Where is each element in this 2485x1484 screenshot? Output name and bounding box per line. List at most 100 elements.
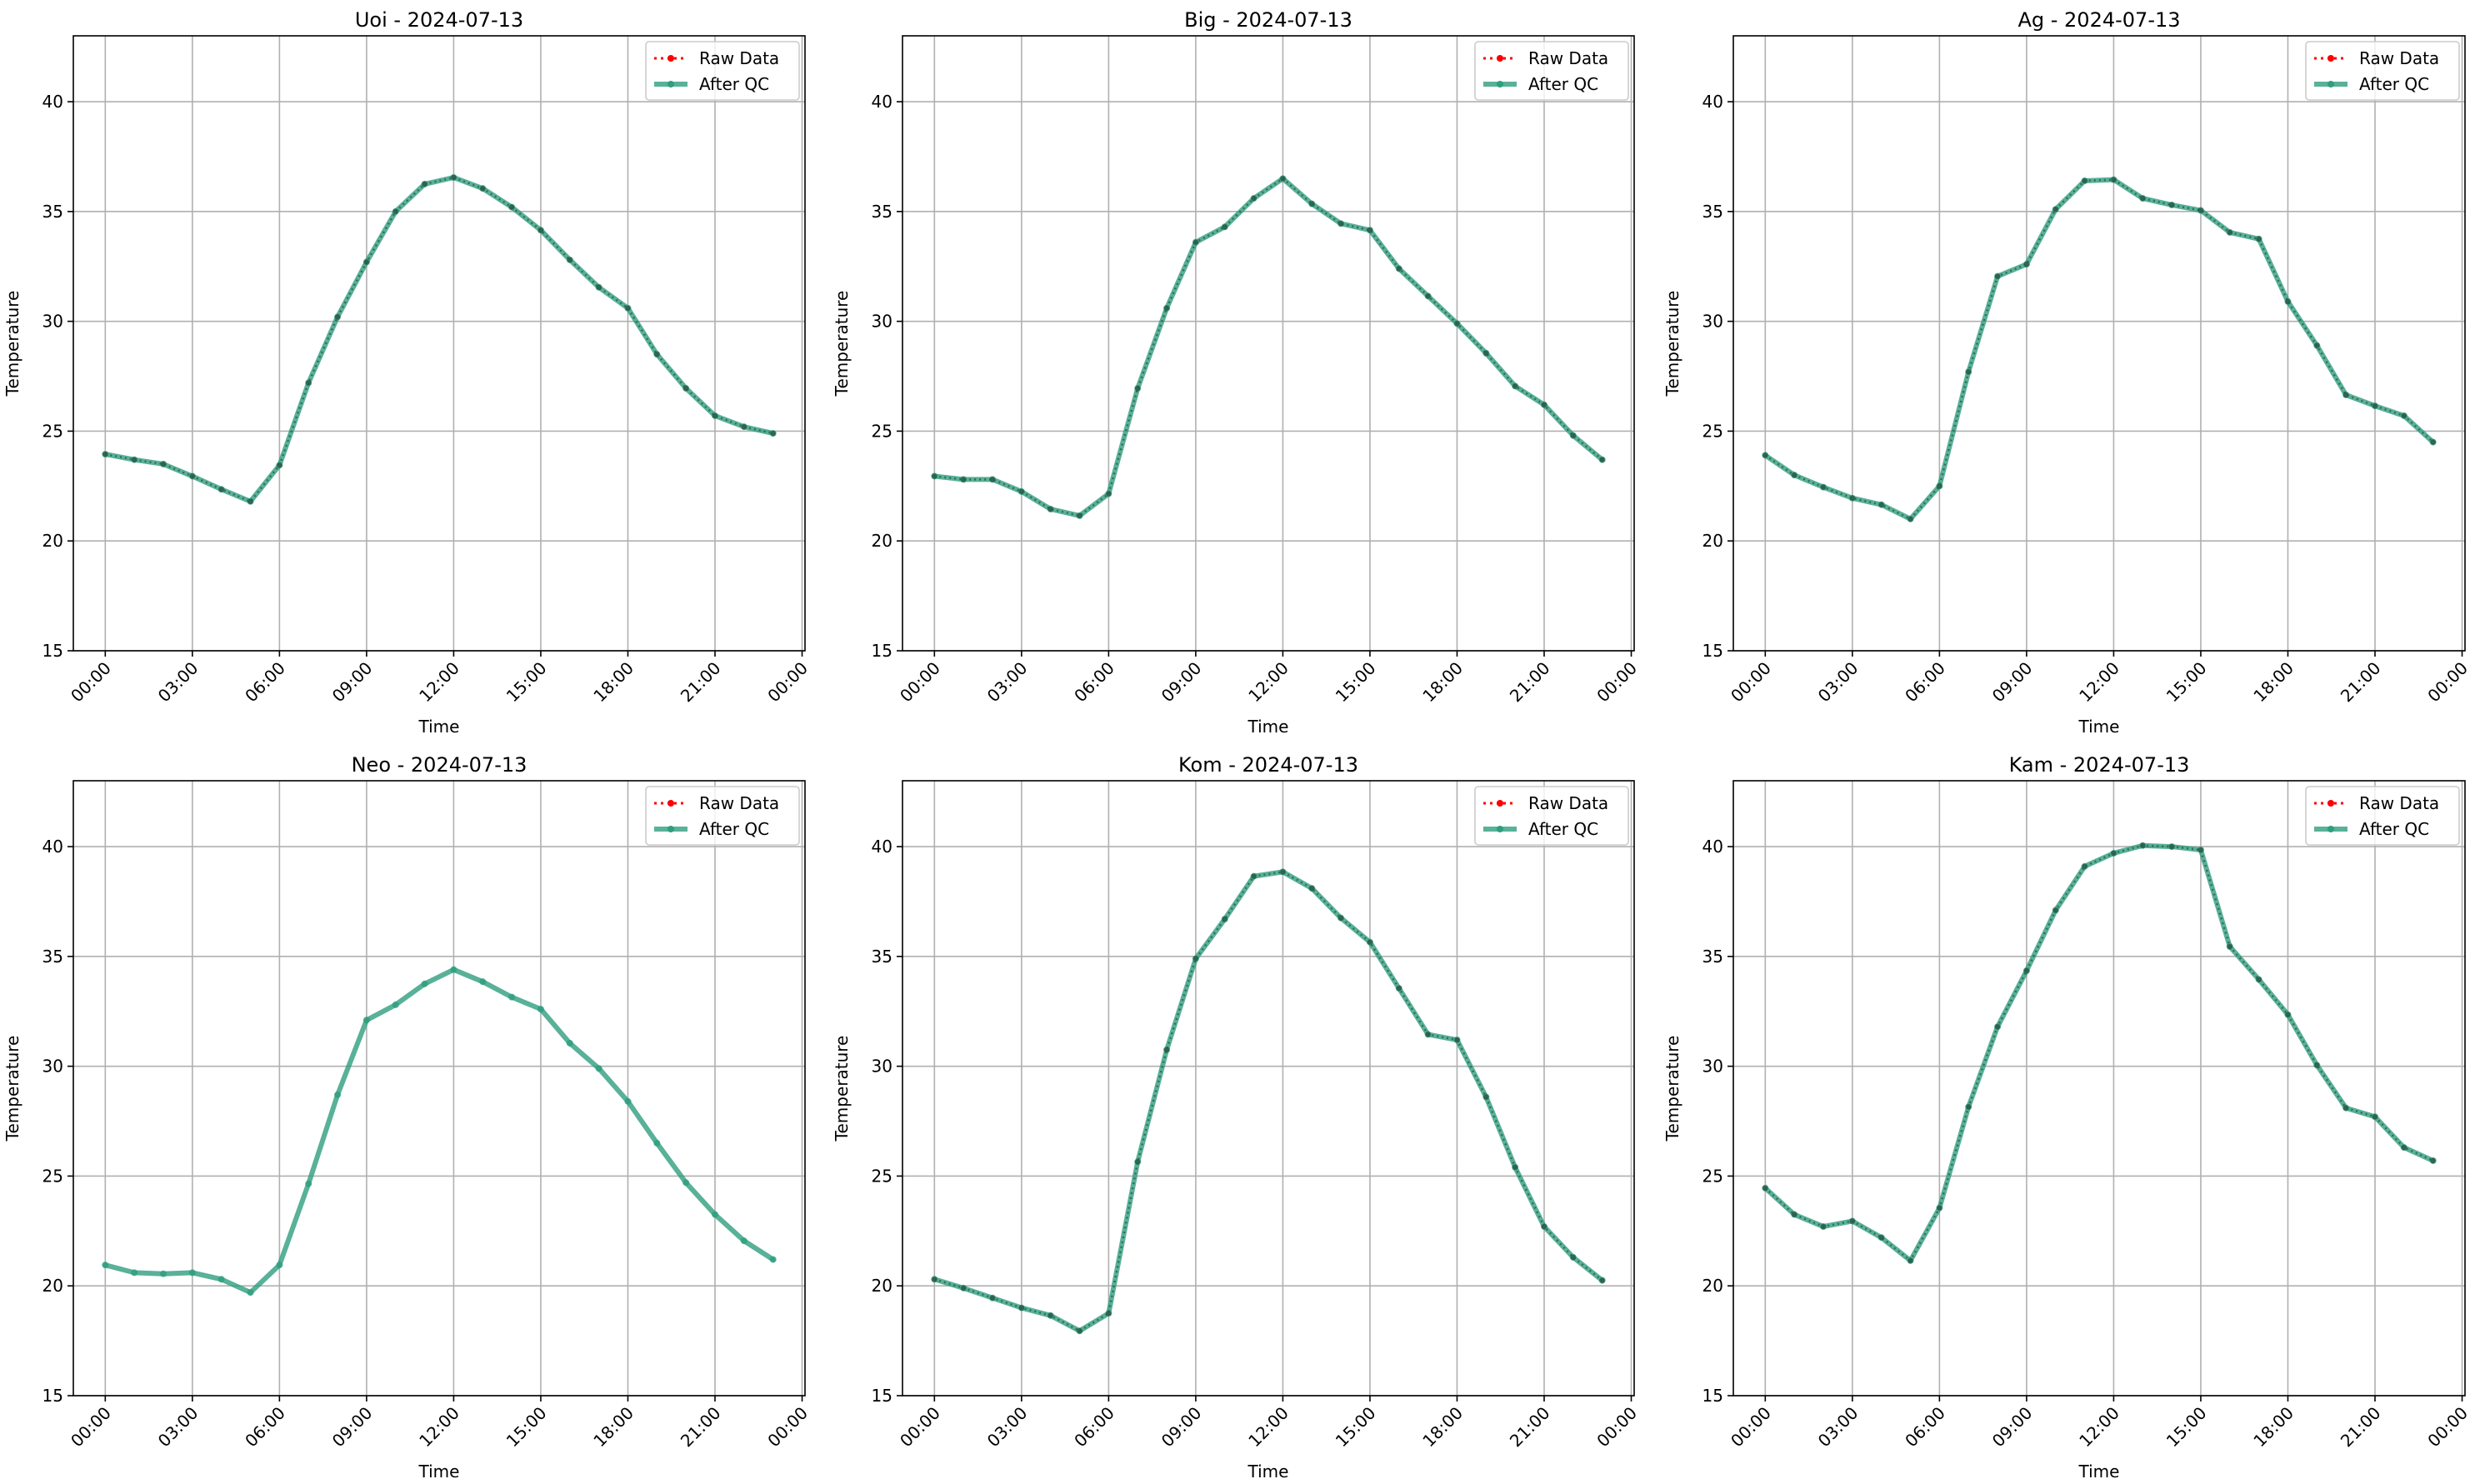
raw-data-point xyxy=(989,477,996,482)
legend: Raw Data After QC xyxy=(645,41,800,101)
legend-after-qc-marker xyxy=(2328,826,2334,832)
raw-data-point xyxy=(1599,1277,1605,1283)
raw-data-point xyxy=(2023,261,2030,267)
chart-panel-4: 15 20 25 30 35 40 00:00 03:00 06:00 09:00 12:00 15:… xyxy=(2,753,812,1482)
x-tick-label: 18:00 xyxy=(2249,1403,2298,1452)
legend: Raw Data After QC xyxy=(1474,786,1629,846)
x-tick-label: 00:00 xyxy=(1592,1403,1641,1452)
x-tick-label: 15:00 xyxy=(2162,658,2211,707)
x-tick-label: 06:00 xyxy=(1901,1403,1949,1452)
x-tick-label: 21:00 xyxy=(2337,1403,2385,1452)
raw-data-point xyxy=(2430,439,2436,445)
chart-panel-1: 15 20 25 30 35 40 00:00 03:00 06:00 09:00 12:00 15:… xyxy=(2,8,812,737)
raw-data-point xyxy=(1280,869,1286,875)
x-tick-label: 21:00 xyxy=(677,658,725,707)
x-axis-label: Time xyxy=(2078,717,2120,737)
x-tick-label: 15:00 xyxy=(2162,1403,2211,1452)
after-qc-point xyxy=(160,1270,168,1277)
raw-data-point xyxy=(1820,484,1827,490)
x-tick-label: 03:00 xyxy=(154,1403,202,1452)
series-line-after-qc xyxy=(932,176,1605,518)
raw-data-point xyxy=(1077,1328,1082,1334)
raw-data-point xyxy=(932,1277,938,1282)
legend-after-qc-marker xyxy=(2328,81,2334,87)
raw-data-point xyxy=(1849,495,1856,502)
y-tick-label: 30 xyxy=(1702,1057,1723,1077)
raw-data-point xyxy=(2314,342,2320,348)
raw-data-point xyxy=(392,208,398,215)
after-qc-point xyxy=(711,1211,718,1218)
raw-data-point xyxy=(508,204,515,210)
raw-data-point xyxy=(989,1295,996,1301)
raw-data-point xyxy=(567,257,572,263)
x-tick-label: 09:00 xyxy=(1988,658,2037,707)
after-qc-point xyxy=(334,1091,342,1098)
raw-data-point xyxy=(1192,239,1199,245)
raw-data-point xyxy=(1483,350,1489,357)
chart-panel-5: 15 20 25 30 35 40 00:00 03:00 06:00 09:00 12:00 15:… xyxy=(832,753,1641,1482)
raw-data-point xyxy=(682,385,689,392)
legend-raw-data-marker xyxy=(1497,55,1503,62)
raw-data-point xyxy=(189,473,196,479)
raw-data-point xyxy=(1541,402,1548,407)
raw-data-point xyxy=(363,259,370,265)
after-qc-point xyxy=(595,1065,602,1072)
raw-data-point xyxy=(248,498,253,504)
legend-after-qc-marker xyxy=(1497,81,1503,87)
raw-data-point xyxy=(480,185,486,192)
raw-data-point xyxy=(422,181,428,187)
y-tick-label: 35 xyxy=(42,202,63,222)
chart-panel-3: 15 20 25 30 35 40 00:00 03:00 06:00 09:00 12:00 15:… xyxy=(1662,8,2472,737)
raw-data-point xyxy=(1163,1047,1170,1053)
after-qc-point xyxy=(479,978,487,986)
y-tick-label: 25 xyxy=(872,421,892,441)
x-tick-label: 15:00 xyxy=(502,658,551,707)
raw-data-point xyxy=(2401,412,2408,419)
x-tick-label: 00:00 xyxy=(67,1403,115,1452)
legend-raw-data-marker xyxy=(668,55,674,62)
x-tick-label: 06:00 xyxy=(1070,1403,1118,1452)
x-tick-label: 03:00 xyxy=(1814,1403,1862,1452)
raw-data-point xyxy=(1762,1185,1768,1192)
legend-label-raw-data: Raw Data xyxy=(699,793,779,813)
y-tick-label: 25 xyxy=(872,1166,892,1186)
raw-data-point xyxy=(625,305,631,312)
raw-data-point xyxy=(2342,1105,2349,1111)
x-tick-label: 00:00 xyxy=(896,658,944,707)
x-axis-label: Time xyxy=(418,717,460,737)
y-tick-label: 30 xyxy=(42,1057,63,1077)
raw-data-point xyxy=(538,227,544,233)
y-tick-label: 15 xyxy=(872,1386,892,1406)
panel-title: Uoi - 2024-07-13 xyxy=(355,8,523,32)
series-line-after-qc xyxy=(102,175,776,504)
series-line-after-qc xyxy=(932,869,1605,1334)
series-line-raw-data xyxy=(105,176,773,503)
series-line-raw-data xyxy=(1764,844,2434,1262)
legend-raw-data-marker xyxy=(1497,800,1503,807)
raw-data-point xyxy=(218,487,224,492)
legend: Raw Data After QC xyxy=(1474,41,1629,101)
legend-label-after-qc: After QC xyxy=(699,819,769,839)
x-tick-label: 15:00 xyxy=(1332,658,1380,707)
x-tick-label: 03:00 xyxy=(983,1403,1032,1452)
raw-data-point xyxy=(1937,483,1942,489)
raw-data-point xyxy=(1512,383,1518,389)
raw-data-point xyxy=(1048,1312,1053,1318)
legend-label-after-qc: After QC xyxy=(2359,74,2429,94)
after-qc-point xyxy=(218,1276,225,1283)
x-tick-label: 00:00 xyxy=(1727,1403,1775,1452)
x-tick-label: 03:00 xyxy=(1814,658,1862,707)
raw-data-point xyxy=(932,473,938,479)
legend-label-after-qc: After QC xyxy=(2359,819,2429,839)
raw-data-point xyxy=(1570,1254,1577,1261)
x-tick-label: 18:00 xyxy=(589,1403,638,1452)
y-tick-label: 25 xyxy=(42,1166,63,1186)
y-tick-label: 20 xyxy=(42,1276,63,1296)
y-tick-label: 20 xyxy=(1702,531,1723,551)
x-tick-label: 18:00 xyxy=(589,658,638,707)
raw-data-point xyxy=(1994,1024,2001,1030)
y-tick-label: 35 xyxy=(872,947,892,967)
raw-data-point xyxy=(2168,843,2175,850)
y-tick-label: 35 xyxy=(1702,947,1723,967)
